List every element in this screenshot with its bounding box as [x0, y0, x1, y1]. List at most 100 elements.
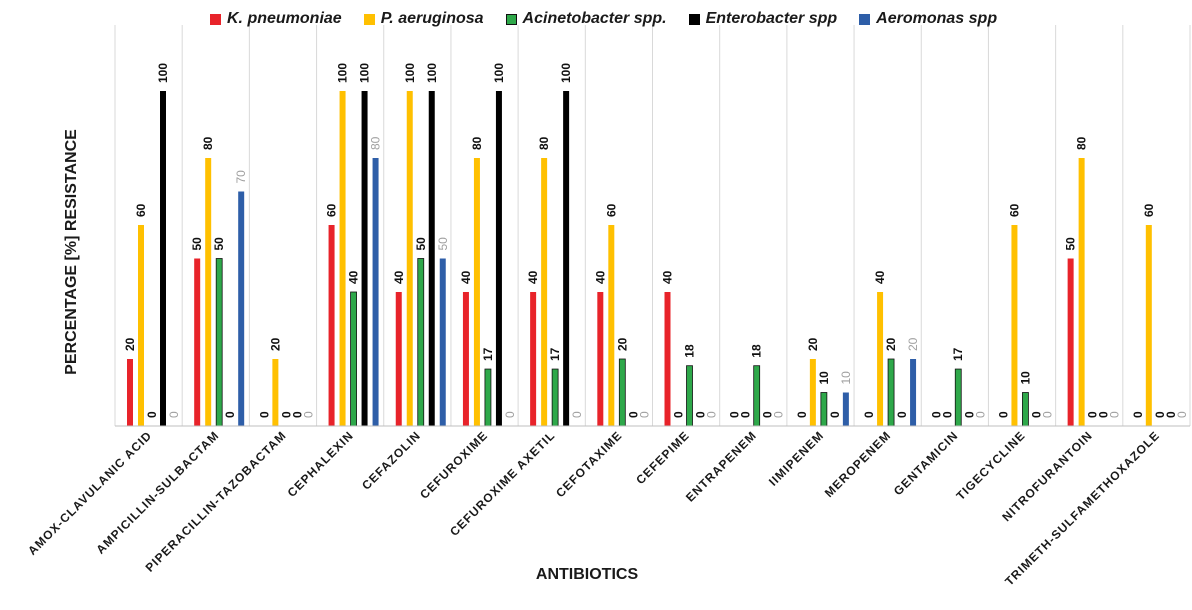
bar [541, 158, 548, 426]
bar [127, 359, 133, 426]
bar [1145, 225, 1152, 426]
bar [339, 91, 346, 426]
value-label: 80 [537, 136, 551, 150]
value-label: 0 [996, 411, 1010, 418]
value-label: 0 [772, 411, 786, 418]
x-tick-label: CEFUROXIME [417, 428, 491, 502]
value-label: 10 [817, 371, 831, 385]
legend-label: P. aeruginosa [380, 10, 484, 27]
legend-swatch-black [688, 13, 700, 25]
value-label: 80 [470, 136, 484, 150]
value-label: 50 [190, 237, 204, 251]
legend-item-aeromonas: Aeromonas spp [859, 10, 997, 28]
bar [563, 91, 570, 426]
value-label: 100 [492, 63, 506, 83]
x-axis-title: ANTIBIOTICS [535, 566, 639, 583]
value-label: 17 [548, 347, 562, 361]
value-label: 60 [1007, 203, 1021, 217]
legend-label: K. pneumoniae [227, 10, 342, 27]
bar [1022, 392, 1029, 427]
value-label: 18 [750, 344, 764, 358]
bar [417, 258, 425, 427]
value-label: 0 [1164, 411, 1178, 418]
value-label: 50 [414, 237, 428, 251]
bar [484, 368, 492, 427]
value-label: 70 [234, 170, 248, 184]
value-label: 100 [358, 63, 372, 83]
bar [842, 392, 849, 426]
bar-group [127, 91, 1152, 427]
bar [194, 258, 201, 426]
value-label: 0 [895, 411, 909, 418]
value-label: 100 [559, 63, 573, 83]
bar [238, 191, 245, 426]
x-tick-label: CEFAZOLIN [359, 428, 423, 492]
bar [361, 91, 368, 426]
value-label: 17 [481, 347, 495, 361]
bar [618, 358, 626, 427]
value-label: 20 [615, 337, 629, 351]
legend-label: Aeromonas spp [876, 10, 998, 27]
x-tick-label-group: AMOX-CLAVULANIC ACIDAMPICILLIN-SULBACTAM… [25, 428, 1162, 588]
value-label: 20 [268, 337, 282, 351]
bar [372, 158, 379, 426]
legend-swatch-red [210, 13, 221, 25]
bar [530, 292, 537, 426]
value-label: 100 [336, 63, 350, 83]
value-label: 20 [123, 337, 137, 351]
bar [597, 292, 604, 426]
value-label: 60 [134, 203, 148, 217]
bar [809, 359, 816, 426]
x-tick-label: AMOX-CLAVULANIC ACID [25, 428, 155, 558]
bar [1078, 158, 1085, 426]
value-label: 0 [1108, 411, 1122, 418]
value-label: 0 [1040, 411, 1054, 418]
bar [428, 91, 435, 426]
legend-label: Enterobacter spp [705, 10, 838, 27]
bar [495, 91, 502, 426]
value-label: 40 [661, 270, 675, 284]
legend-swatch-blue [859, 13, 871, 25]
value-label: 0 [301, 411, 315, 418]
value-label: 0 [672, 411, 686, 418]
bar [664, 292, 671, 426]
value-label: 0 [637, 411, 651, 418]
x-tick-label: ENTRAPENEM [683, 428, 759, 504]
bar [272, 359, 279, 426]
x-tick-label: MEROPENEM [822, 428, 894, 500]
value-label: 0 [1175, 411, 1189, 418]
value-label: 0 [940, 411, 954, 418]
category-separators [114, 25, 1191, 426]
value-label: 100 [403, 63, 417, 83]
value-label: 0 [1029, 411, 1043, 418]
value-label: 0 [739, 411, 753, 418]
value-label: 0 [705, 411, 719, 418]
bar [910, 359, 917, 426]
value-label: 0 [973, 411, 987, 418]
value-label: 0 [279, 411, 293, 418]
value-label: 0 [570, 411, 584, 418]
value-label: 0 [828, 411, 842, 418]
value-label: 0 [290, 411, 304, 418]
x-tick-label: TIGECYCLINE [953, 428, 1028, 503]
value-label: 0 [962, 411, 976, 418]
value-label: 100 [156, 63, 170, 83]
value-label: 0 [1097, 411, 1111, 418]
bar [138, 225, 144, 426]
legend: K. pneumoniae P. aeruginosa Acinetobacte… [210, 10, 1019, 28]
value-label: 0 [626, 411, 640, 418]
bar [877, 292, 884, 426]
legend-item-k-pneumoniae: K. pneumoniae [210, 10, 342, 28]
value-label: 17 [951, 347, 965, 361]
x-tick-label: CEFEPIME [633, 428, 692, 487]
x-tick-label: PIPERACILLIN-TAZOBACTAM [143, 428, 290, 575]
value-label: 60 [325, 203, 339, 217]
value-label: 0 [862, 411, 876, 418]
value-label: 80 [369, 136, 383, 150]
value-label: 0 [694, 411, 708, 418]
legend-swatch-green [505, 13, 517, 25]
bar [215, 258, 223, 427]
bar [395, 292, 402, 426]
value-label: 0 [1153, 411, 1167, 418]
